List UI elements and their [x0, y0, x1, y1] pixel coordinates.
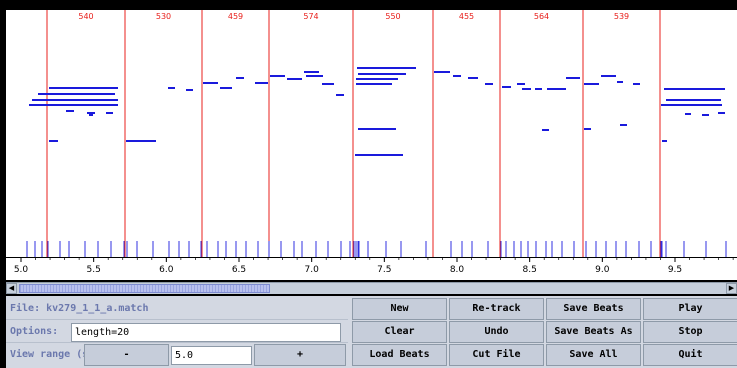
beat-interval-label: 540 [78, 12, 93, 21]
beat-interval-label: 550 [385, 12, 400, 21]
play-button[interactable]: Play [643, 298, 737, 320]
options-input[interactable]: length=20 [71, 323, 341, 342]
x-axis-tick-label: 7.0 [305, 265, 320, 275]
quit-button[interactable]: Quit [643, 344, 737, 366]
view-range-label: View range (s): [10, 349, 101, 360]
x-axis-tick-label: 9.5 [668, 265, 682, 275]
horizontal-scrollbar[interactable]: ◀ ▶ [6, 282, 737, 294]
x-axis-tick-label: 5.0 [14, 265, 29, 275]
x-axis-tick-label: 7.5 [377, 265, 391, 275]
beat-interval-label: 455 [459, 12, 474, 21]
control-panel: File: kv279_1_1_a.match Options: length=… [6, 296, 737, 368]
save-beats-button[interactable]: Save Beats [546, 298, 641, 320]
view-range-row: View range (s): - 5.0 + [6, 344, 348, 366]
x-axis-tick-label: 8.0 [450, 265, 465, 275]
x-axis-tick-label: 6.5 [232, 265, 246, 275]
beat-interval-label: 574 [303, 12, 318, 21]
beat-interval-label: 530 [156, 12, 171, 21]
plot-canvas[interactable]: 540 530 459 574 550 455 564 539 5.0 5.5 6.0 6.5 7.0 7… [6, 10, 737, 280]
beat-interval-label: 539 [614, 12, 629, 21]
scroll-right-arrow-icon[interactable]: ▶ [726, 283, 737, 294]
load-beats-button[interactable]: Load Beats [352, 344, 447, 366]
view-range-decrease-button[interactable]: - [84, 344, 169, 366]
file-label: File: kv279_1_1_a.match [10, 303, 149, 314]
options-label: Options: [10, 326, 59, 337]
x-axis-tick-label: 6.0 [159, 265, 174, 275]
view-range-increase-button[interactable]: + [254, 344, 346, 366]
file-row: File: kv279_1_1_a.match [6, 298, 348, 320]
beat-interval-label: 564 [534, 12, 549, 21]
clear-button[interactable]: Clear [352, 321, 447, 343]
undo-button[interactable]: Undo [449, 321, 544, 343]
x-axis-tick-label: 5.5 [87, 265, 101, 275]
retrack-button[interactable]: Re-track [449, 298, 544, 320]
x-axis-tick-label: 8.5 [523, 265, 537, 275]
x-axis-tick-label: 9.0 [595, 265, 610, 275]
beat-interval-label: 459 [228, 12, 243, 21]
scroll-left-arrow-icon[interactable]: ◀ [6, 283, 17, 294]
cut-file-button[interactable]: Cut File [449, 344, 544, 366]
save-beats-as-button[interactable]: Save Beats As [546, 321, 641, 343]
beat-tracking-plot[interactable]: 540 530 459 574 550 455 564 539 5.0 5.5 6.0 6.5 7.0 7… [6, 10, 737, 280]
options-row: Options: length=20 [6, 321, 348, 343]
stop-button[interactable]: Stop [643, 321, 737, 343]
view-range-input[interactable]: 5.0 [171, 346, 252, 365]
save-all-button[interactable]: Save All [546, 344, 641, 366]
new-button[interactable]: New [352, 298, 447, 320]
scrollbar-thumb[interactable] [19, 284, 270, 293]
